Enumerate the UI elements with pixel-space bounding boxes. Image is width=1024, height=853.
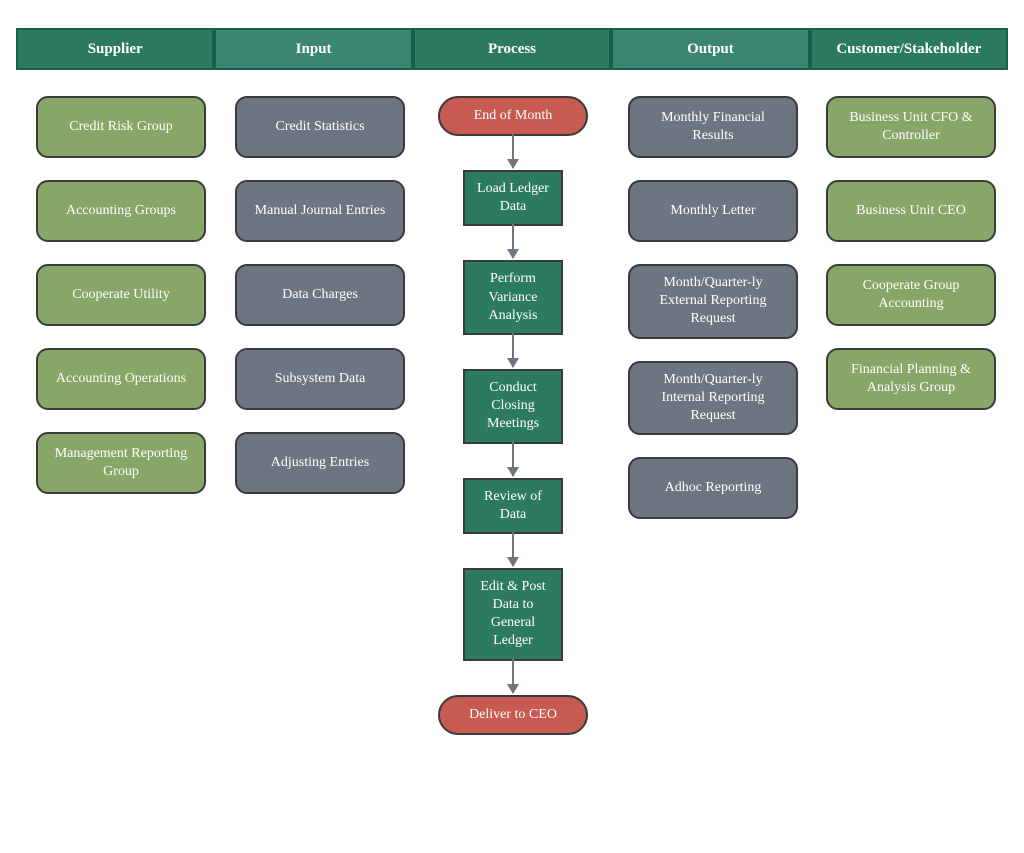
flow-arrow-icon bbox=[512, 333, 514, 367]
process-step-box: Perform Variance Analysis bbox=[463, 260, 563, 335]
header-supplier: Supplier bbox=[16, 28, 214, 70]
sipoc-header-row: Supplier Input Process Output Customer/S… bbox=[16, 28, 1008, 70]
input-box: Credit Statistics bbox=[235, 96, 405, 158]
supplier-box: Management Reporting Group bbox=[36, 432, 206, 494]
header-input: Input bbox=[214, 28, 412, 70]
customer-column: Business Unit CFO & Controller Business … bbox=[826, 96, 996, 410]
customer-box: Cooperate Group Accounting bbox=[826, 264, 996, 326]
supplier-box: Accounting Groups bbox=[36, 180, 206, 242]
process-start-pill: End of Month bbox=[438, 96, 588, 136]
input-box: Subsystem Data bbox=[235, 348, 405, 410]
process-node-label: Load Ledger Data bbox=[471, 180, 555, 216]
process-step-box: Load Ledger Data bbox=[463, 170, 563, 226]
output-box: Month/Quarter-ly Internal Reporting Requ… bbox=[628, 361, 798, 436]
flow-arrow-icon bbox=[512, 659, 514, 693]
header-customer: Customer/Stakeholder bbox=[810, 28, 1008, 70]
process-step-box: Review of Data bbox=[463, 478, 563, 534]
supplier-box: Credit Risk Group bbox=[36, 96, 206, 158]
process-node-label: Conduct Closing Meetings bbox=[471, 379, 555, 434]
input-box: Manual Journal Entries bbox=[235, 180, 405, 242]
input-column: Credit Statistics Manual Journal Entries… bbox=[235, 96, 405, 494]
header-output: Output bbox=[611, 28, 809, 70]
supplier-box: Accounting Operations bbox=[36, 348, 206, 410]
output-box: Month/Quarter-ly External Reporting Requ… bbox=[628, 264, 798, 339]
output-box: Monthly Financial Results bbox=[628, 96, 798, 158]
process-step-box: Edit & Post Data to General Ledger bbox=[463, 568, 563, 661]
customer-box: Business Unit CEO bbox=[826, 180, 996, 242]
process-node-label: Edit & Post Data to General Ledger bbox=[471, 578, 555, 651]
header-process: Process bbox=[413, 28, 611, 70]
output-box: Adhoc Reporting bbox=[628, 457, 798, 519]
supplier-box: Cooperate Utility bbox=[36, 264, 206, 326]
process-step-box: Conduct Closing Meetings bbox=[463, 369, 563, 444]
flow-arrow-icon bbox=[512, 442, 514, 476]
supplier-column: Credit Risk Group Accounting Groups Coop… bbox=[36, 96, 206, 494]
flow-arrow-icon bbox=[512, 224, 514, 258]
process-node-label: Deliver to CEO bbox=[469, 707, 557, 723]
flow-arrow-icon bbox=[512, 532, 514, 566]
process-node-label: End of Month bbox=[474, 108, 553, 124]
input-box: Data Charges bbox=[235, 264, 405, 326]
customer-box: Financial Planning & Analysis Group bbox=[826, 348, 996, 410]
process-node-label: Perform Variance Analysis bbox=[471, 270, 555, 325]
flow-arrow-icon bbox=[512, 134, 514, 168]
customer-box: Business Unit CFO & Controller bbox=[826, 96, 996, 158]
process-end-pill: Deliver to CEO bbox=[438, 695, 588, 735]
process-column: End of Month Load Ledger Data Perform Va… bbox=[428, 96, 598, 735]
output-box: Monthly Letter bbox=[628, 180, 798, 242]
output-column: Monthly Financial Results Monthly Letter… bbox=[628, 96, 798, 519]
process-node-label: Review of Data bbox=[471, 488, 555, 524]
input-box: Adjusting Entries bbox=[235, 432, 405, 494]
